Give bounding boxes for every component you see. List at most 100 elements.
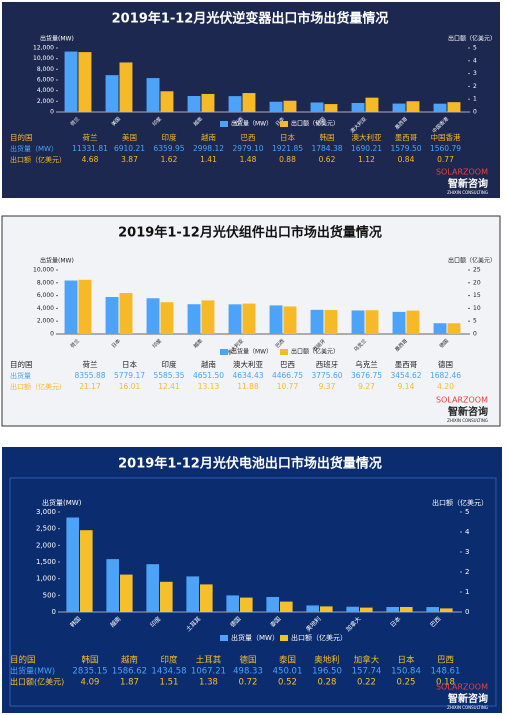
y-tick-label: 3,000 — [36, 508, 56, 516]
table-cell: 4634.43 — [232, 371, 263, 380]
y2-axis-label: 出口额（亿美元） — [432, 498, 488, 507]
bar — [226, 595, 239, 612]
table-cell: 0.22 — [357, 678, 376, 688]
y-tick-label: 10,000 — [33, 55, 54, 62]
table-cell: 3.87 — [121, 155, 138, 164]
bar — [360, 607, 373, 612]
table-header-cell: 巴西 — [280, 360, 295, 369]
table-cell: 9.37 — [319, 382, 336, 391]
table-cell: 21.17 — [79, 382, 101, 391]
table-cell: 2979.10 — [232, 144, 263, 153]
table-row-label: 出货量 — [10, 371, 31, 380]
bar — [146, 564, 159, 612]
table-header-cell: 日本 — [122, 359, 137, 369]
table-cell: 4.68 — [82, 155, 99, 164]
y2-tick-label: 25 — [473, 267, 481, 274]
y-tick-label: 0 — [52, 608, 56, 616]
bar — [64, 51, 78, 112]
bar — [351, 102, 365, 112]
bar — [160, 91, 174, 112]
table-cell: 1.41 — [200, 155, 217, 164]
y2-tick-label: 15 — [473, 292, 481, 299]
table-cell: 1434.58 — [151, 667, 186, 677]
bar — [242, 303, 256, 334]
table-header: 目的国 — [10, 132, 33, 142]
table-cell: 5585.35 — [153, 371, 184, 380]
table-cell: 0.62 — [319, 155, 336, 164]
y-axis-label: 出货量(MW) — [40, 257, 74, 265]
legend-label: 出口额（亿美元） — [291, 633, 347, 642]
y2-tick-label: 1 — [465, 588, 469, 596]
table-cell: 1067.21 — [191, 667, 226, 677]
y-tick-label: 12,000 — [33, 45, 54, 52]
table-cell: 1.62 — [161, 155, 178, 164]
bar — [146, 298, 160, 334]
y2-tick-label: 2 — [465, 568, 469, 576]
table-header-cell: 韩国 — [320, 132, 335, 142]
bar — [386, 606, 399, 612]
bar — [283, 100, 297, 112]
table-cell: 0.18 — [436, 678, 455, 688]
table-row-label: 出货量(MW) — [10, 666, 55, 676]
brand-en: SOLARZOOM — [436, 168, 488, 177]
table-header-cell: 日本 — [397, 655, 415, 666]
table-cell: 0.88 — [279, 155, 296, 164]
table-header-cell: 印度 — [160, 655, 178, 666]
bar — [440, 608, 453, 612]
y-tick-label: 2,000 — [37, 98, 54, 105]
table-header-cell: 荷兰 — [83, 359, 98, 369]
table-cell: 450.01 — [273, 667, 303, 677]
y2-axis-label: 出口额（亿美元） — [448, 35, 496, 43]
table-header-cell: 巴西 — [437, 656, 454, 666]
table-cell: 1690.21 — [351, 144, 382, 153]
y2-tick-label: 4 — [473, 57, 477, 64]
table-header-cell: 巴西 — [241, 133, 256, 142]
table-cell: 0.84 — [398, 155, 415, 164]
table-cell: 16.01 — [119, 382, 141, 391]
y2-tick-label: 0 — [473, 109, 477, 116]
y2-tick-label: 5 — [473, 45, 477, 52]
table-cell: 3454.62 — [390, 371, 421, 380]
table-cell: 1682.46 — [430, 371, 461, 380]
table-header-cell: 中国香港 — [431, 132, 461, 142]
y-tick-label: 2,000 — [36, 541, 56, 549]
bar — [324, 104, 338, 112]
y-tick-label: 10,000 — [33, 267, 54, 274]
table-cell: 1784.38 — [311, 144, 342, 153]
table-row-label: 出口额（亿美元） — [10, 382, 66, 391]
bar — [187, 304, 201, 334]
y2-tick-label: 2 — [473, 83, 477, 90]
bar — [310, 102, 324, 112]
table-row-label: 出口额（亿美元） — [10, 155, 66, 164]
table-header-cell: 德国 — [438, 359, 453, 369]
table-cell: 1921.85 — [272, 144, 303, 153]
bar — [160, 581, 173, 612]
table-cell: 6910.21 — [114, 144, 145, 153]
table-cell: 9.14 — [398, 382, 415, 391]
bar — [433, 323, 447, 334]
legend-label: 出口额（亿美元） — [291, 348, 339, 356]
y-tick-label: 8,000 — [37, 66, 54, 73]
bar — [200, 584, 213, 612]
y-tick-label: 2,000 — [37, 318, 54, 325]
legend-swatch — [280, 121, 288, 127]
table-header-cell: 澳大利亚 — [233, 359, 263, 369]
chart-title: 2019年1-12月光伏逆变器出口市场出货量情况 — [112, 11, 389, 27]
table-cell: 2998.12 — [193, 144, 224, 153]
chart-title: 2019年1-12月光伏组件出口市场出货量情况 — [118, 225, 382, 241]
table-cell: 1.87 — [120, 678, 139, 688]
y-tick-label: 1,500 — [36, 558, 56, 566]
legend-swatch — [280, 635, 288, 641]
bar — [120, 574, 133, 612]
y-tick-label: 4,000 — [37, 305, 54, 312]
table-cell: 4.09 — [81, 678, 100, 688]
table-cell: 1.12 — [358, 155, 375, 164]
bar — [280, 601, 293, 612]
bar — [306, 605, 319, 612]
brand-en: SOLARZOOM — [436, 683, 488, 692]
table-row-label: 出口额(亿美元) — [10, 677, 64, 687]
bar — [433, 103, 447, 112]
bar — [119, 293, 133, 334]
bar — [346, 606, 359, 612]
